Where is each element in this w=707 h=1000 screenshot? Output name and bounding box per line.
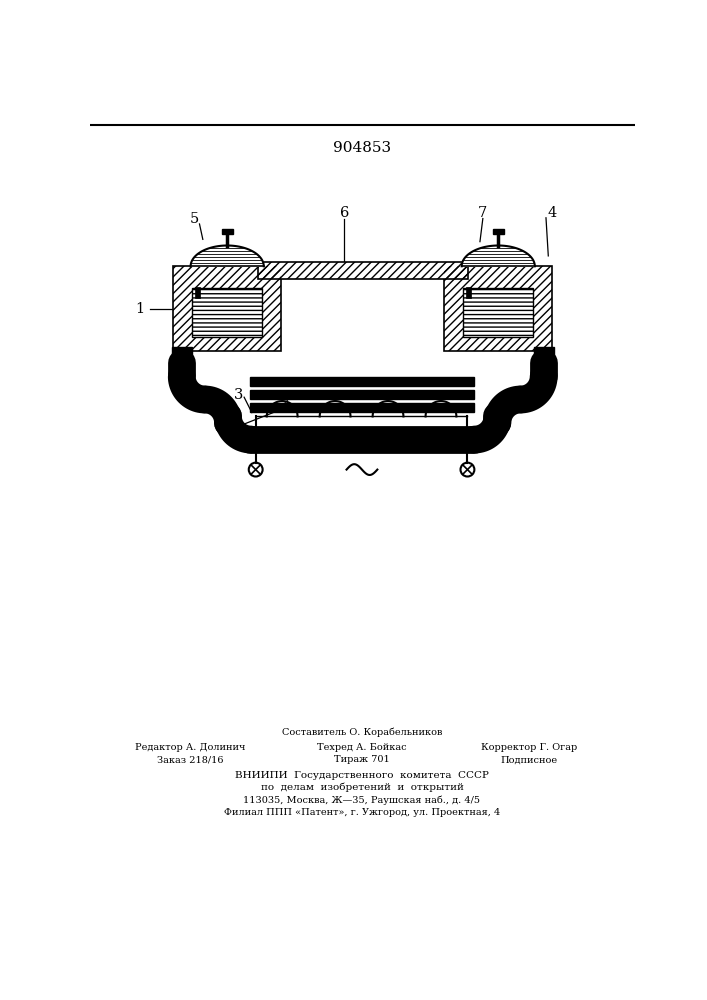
Bar <box>444 266 552 351</box>
Bar <box>250 377 474 386</box>
Polygon shape <box>191 246 264 266</box>
Bar <box>534 347 554 363</box>
Bar <box>173 266 281 351</box>
Text: Техред А. Бойкас: Техред А. Бойкас <box>317 743 407 752</box>
Bar <box>463 288 533 337</box>
Bar <box>192 288 262 337</box>
Text: Составитель О. Корабельников: Составитель О. Корабельников <box>282 727 442 737</box>
Text: ВНИИПИ  Государственного  комитета  СССР: ВНИИПИ Государственного комитета СССР <box>235 771 489 780</box>
Text: 113035, Москва, Ж—35, Раушская наб., д. 4/5: 113035, Москва, Ж—35, Раушская наб., д. … <box>243 795 481 805</box>
Text: 7: 7 <box>478 206 487 220</box>
Bar <box>257 262 468 279</box>
Bar <box>173 266 281 351</box>
Bar <box>444 266 552 351</box>
Text: 2: 2 <box>282 394 291 408</box>
Bar <box>250 403 474 412</box>
Text: Подписное: Подписное <box>501 755 558 764</box>
Text: 6: 6 <box>339 206 349 220</box>
Polygon shape <box>462 246 534 266</box>
Text: 1: 1 <box>136 302 145 316</box>
Bar <box>195 287 200 298</box>
Text: 904853: 904853 <box>333 141 391 155</box>
Bar <box>467 287 471 298</box>
Text: 3: 3 <box>234 388 243 402</box>
Text: Тираж 701: Тираж 701 <box>334 755 390 764</box>
Text: Филиал ППП «Патент», г. Ужгород, ул. Проектная, 4: Филиал ППП «Патент», г. Ужгород, ул. Про… <box>224 808 500 817</box>
Text: по  делам  изобретений  и  открытий: по делам изобретений и открытий <box>260 783 463 792</box>
Bar <box>257 262 468 279</box>
Text: Заказ 218/16: Заказ 218/16 <box>157 755 223 764</box>
Text: Редактор А. Долинич: Редактор А. Долинич <box>135 743 245 752</box>
Bar <box>222 229 233 234</box>
Bar <box>463 288 533 337</box>
Bar <box>172 347 192 363</box>
Text: 4: 4 <box>547 206 557 220</box>
Bar <box>250 390 474 399</box>
Bar <box>192 288 262 337</box>
Bar <box>493 229 503 234</box>
Text: 5: 5 <box>190 212 199 226</box>
Text: Корректор Г. Огар: Корректор Г. Огар <box>481 743 577 752</box>
